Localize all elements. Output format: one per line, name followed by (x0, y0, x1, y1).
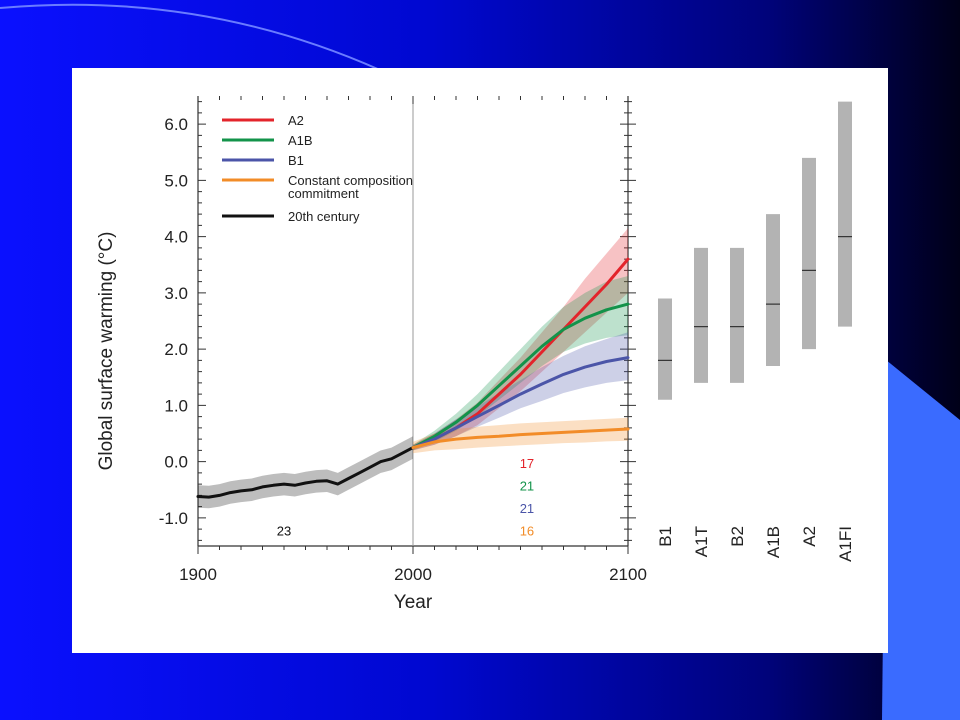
figure-panel: -1.0 0.0 1.0 2.0 3.0 4.0 5.0 6.0 1900 2000 2100 Yea… (72, 68, 888, 653)
line-b1 (411, 356, 630, 450)
plot-area: -1.0 0.0 1.0 2.0 3.0 4.0 5.0 6.0 1900 2000 2100 Yea… (96, 96, 647, 613)
range-bar-label: A2 (800, 526, 819, 547)
y-tick-label: 4.0 (164, 228, 188, 247)
y-tick-label: 2.0 (164, 340, 188, 359)
range-bar (766, 214, 780, 366)
legend-label-line2: commitment (288, 186, 359, 201)
range-bars: B1 A1T B2 A1B A2 A1FI (656, 101, 855, 562)
range-bar-label: A1FI (836, 526, 855, 562)
x-tick-label: 2000 (394, 565, 432, 584)
y-tick-label: 5.0 (164, 171, 188, 190)
y-tick-label: 0.0 (164, 453, 188, 472)
band-20th-century (198, 436, 413, 509)
y-tick-label: 6.0 (164, 115, 188, 134)
range-bar-label: A1T (692, 526, 711, 557)
range-bar-label: A1B (764, 526, 783, 558)
legend-label: 20th century (288, 209, 360, 224)
range-bar-label: B2 (728, 526, 747, 547)
model-count-label: 21 (520, 478, 534, 493)
line-a1b (411, 302, 630, 450)
y-tick-label: 1.0 (164, 396, 188, 415)
chart-svg: -1.0 0.0 1.0 2.0 3.0 4.0 5.0 6.0 1900 2000 2100 Yea… (96, 96, 855, 613)
legend-label: A2 (288, 113, 304, 128)
x-tick-label: 2100 (609, 565, 647, 584)
legend-label: B1 (288, 153, 304, 168)
range-bar-label: B1 (656, 526, 675, 547)
model-count-label: 17 (520, 456, 534, 471)
model-count-label: 16 (520, 523, 534, 538)
slide-decor-arc (0, 3, 381, 71)
range-bar (802, 157, 816, 350)
y-tick-label: -1.0 (159, 509, 188, 528)
y-axis-title: Global surface warming (°C) (96, 232, 117, 471)
line-20th-century (196, 446, 415, 499)
legend-label: Constant composition (288, 173, 413, 188)
slide-decor-corner-shape (882, 360, 960, 720)
line-constant-composition-commitment (411, 427, 630, 450)
range-bar (694, 247, 708, 383)
model-count-label: 23 (277, 523, 291, 538)
range-bar (838, 101, 852, 327)
range-bar (730, 247, 744, 383)
range-bar (658, 298, 672, 400)
y-tick-label: 3.0 (164, 284, 188, 303)
model-count-label: 21 (520, 501, 534, 516)
x-tick-label: 1900 (179, 565, 217, 584)
x-axis-title: Year (394, 592, 433, 613)
legend-label: A1B (288, 133, 313, 148)
